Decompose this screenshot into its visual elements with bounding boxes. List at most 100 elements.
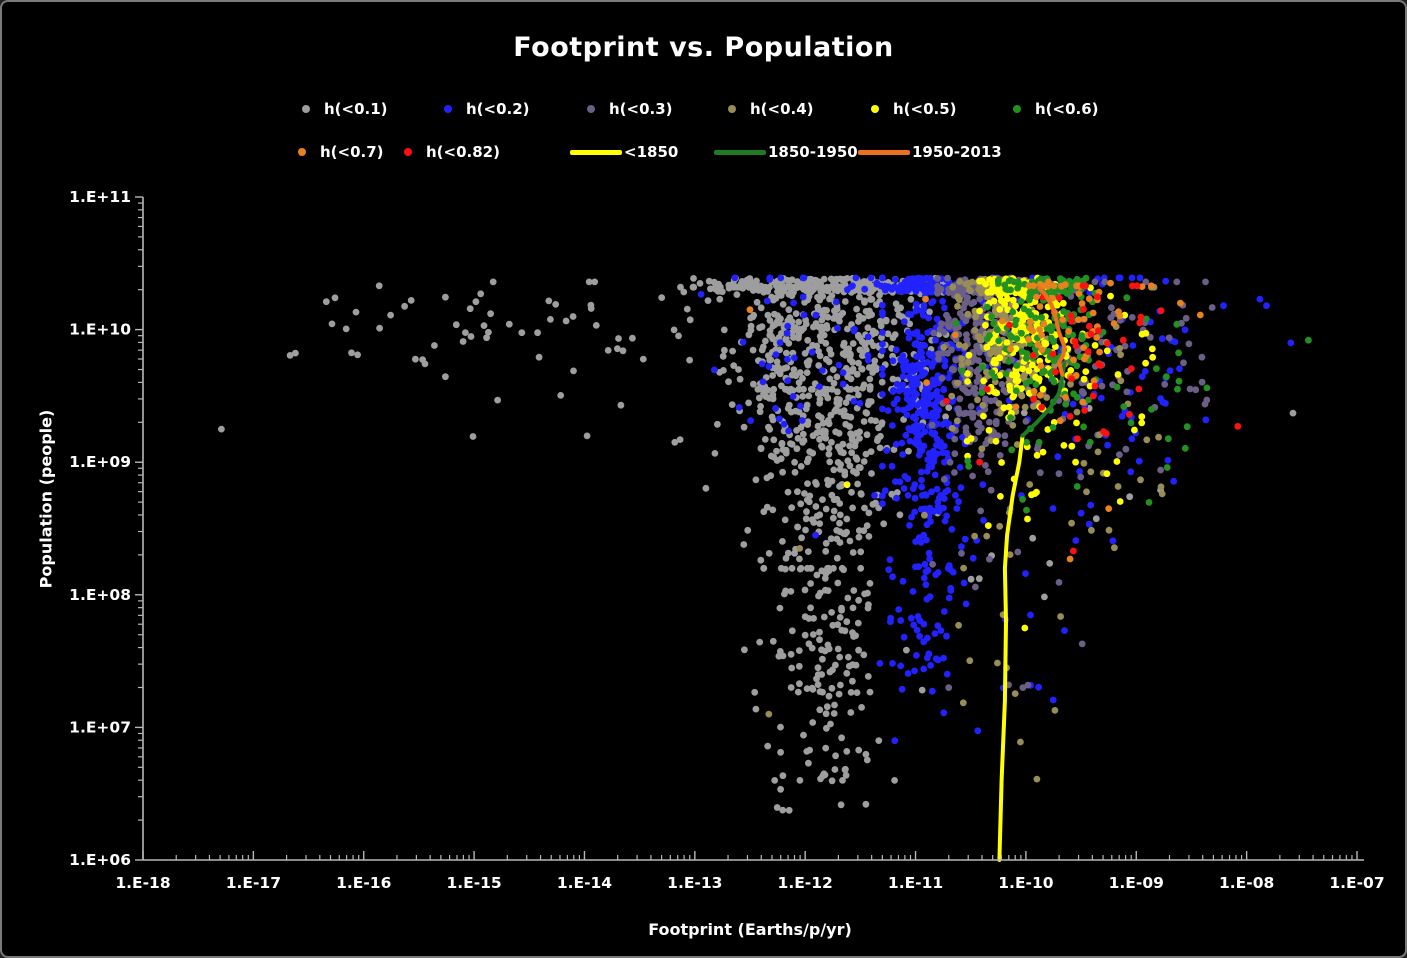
scatter-point bbox=[1006, 382, 1013, 390]
scatter-point bbox=[719, 352, 727, 360]
scatter-point bbox=[1047, 323, 1055, 331]
scatter-point bbox=[777, 564, 785, 572]
scatter-point bbox=[831, 407, 839, 415]
scatter-point bbox=[1075, 290, 1083, 297]
scatter-point bbox=[1037, 362, 1045, 370]
scatter-point bbox=[805, 392, 813, 400]
scatter-point bbox=[816, 628, 823, 636]
y-tick-label: 1.E+06 bbox=[69, 851, 131, 869]
scatter-point bbox=[1173, 320, 1181, 328]
scatter-point bbox=[826, 668, 834, 676]
scatter-point bbox=[832, 276, 840, 284]
scatter-point bbox=[888, 490, 896, 498]
legend: h(<0.1) h(<0.2) h(<0.3) h(<0.4) h(<0.5) h(<0.… bbox=[2, 2, 1405, 182]
scatter-point bbox=[822, 505, 830, 513]
scatter-point bbox=[1001, 432, 1009, 440]
scatter-point bbox=[1012, 377, 1020, 384]
scatter-point bbox=[901, 473, 909, 480]
scatter-point bbox=[788, 292, 796, 300]
scatter-point bbox=[746, 275, 754, 282]
scatter-point bbox=[928, 283, 936, 291]
scatter-point bbox=[1030, 387, 1038, 395]
scatter-point bbox=[1008, 446, 1016, 454]
scatter-point bbox=[671, 438, 679, 446]
scatter-point bbox=[983, 532, 991, 540]
scatter-point bbox=[1012, 387, 1020, 395]
scatter-point bbox=[1052, 368, 1059, 376]
legend-item: 1850-1950 bbox=[714, 141, 858, 163]
scatter-point bbox=[801, 586, 809, 594]
scatter-point bbox=[1043, 394, 1051, 401]
scatter-point bbox=[949, 365, 956, 373]
scatter-point bbox=[864, 333, 872, 341]
scatter-point bbox=[853, 305, 860, 313]
scatter-point bbox=[965, 389, 973, 396]
scatter-point bbox=[822, 570, 830, 577]
scatter-point bbox=[983, 368, 990, 376]
scatter-point bbox=[934, 420, 941, 428]
scatter-point bbox=[913, 652, 920, 659]
scatter-point bbox=[1022, 570, 1029, 577]
scatter-point bbox=[1078, 300, 1086, 307]
scatter-point bbox=[879, 365, 886, 372]
scatter-point bbox=[1196, 311, 1204, 319]
scatter-point bbox=[1103, 347, 1111, 355]
scatter-point bbox=[815, 306, 822, 314]
scatter-point bbox=[1000, 404, 1008, 412]
scatter-point bbox=[832, 298, 840, 306]
scatter-point bbox=[1005, 403, 1013, 411]
scatter-point bbox=[953, 319, 960, 327]
scatter-point bbox=[1142, 329, 1150, 337]
scatter-point bbox=[769, 506, 777, 514]
scatter-point bbox=[750, 380, 757, 388]
scatter-point bbox=[864, 324, 872, 332]
scatter-point bbox=[879, 329, 886, 336]
scatter-point bbox=[1091, 278, 1099, 286]
scatter-point bbox=[1094, 448, 1102, 456]
scatter-point bbox=[789, 323, 797, 331]
scatter-point bbox=[1142, 278, 1150, 286]
scatter-point bbox=[1120, 403, 1128, 410]
scatter-point bbox=[899, 577, 907, 585]
scatter-point bbox=[891, 777, 898, 784]
scatter-point bbox=[791, 458, 798, 466]
scatter-point bbox=[879, 274, 886, 282]
scatter-point bbox=[906, 320, 914, 328]
scatter-point bbox=[777, 785, 784, 793]
scatter-point bbox=[545, 297, 553, 305]
scatter-point bbox=[819, 367, 826, 374]
scatter-point bbox=[983, 343, 991, 351]
scatter-point bbox=[940, 709, 948, 717]
scatter-point bbox=[803, 748, 811, 755]
scatter-point bbox=[830, 496, 838, 504]
scatter-point bbox=[788, 664, 796, 672]
scatter-point bbox=[955, 621, 962, 629]
scatter-point bbox=[798, 534, 805, 542]
legend-item-label: h(<0.2) bbox=[466, 100, 530, 118]
scatter-point bbox=[1157, 466, 1164, 474]
scatter-point bbox=[890, 283, 898, 291]
scatter-point bbox=[785, 401, 793, 409]
scatter-point bbox=[884, 407, 892, 414]
scatter-point bbox=[1153, 365, 1160, 372]
scatter-point bbox=[840, 339, 848, 347]
x-tick-label: 1.E-14 bbox=[557, 874, 612, 892]
scatter-point bbox=[841, 298, 849, 305]
scatter-point bbox=[835, 690, 843, 698]
scatter-point bbox=[891, 276, 899, 283]
scatter-point bbox=[1014, 548, 1022, 556]
scatter-point bbox=[849, 340, 857, 347]
scatter-point bbox=[792, 310, 800, 317]
scatter-point bbox=[976, 458, 983, 466]
scatter-point bbox=[1085, 520, 1093, 528]
scatter-point bbox=[821, 771, 829, 779]
legend-item: h(<0.5) bbox=[871, 98, 957, 120]
scatter-point bbox=[866, 375, 874, 383]
scatter-point bbox=[845, 385, 853, 393]
scatter-point bbox=[1079, 398, 1086, 406]
scatter-point bbox=[976, 348, 983, 356]
scatter-point bbox=[928, 459, 936, 467]
scatter-point bbox=[897, 617, 905, 624]
scatter-point bbox=[888, 462, 896, 470]
scatter-point bbox=[982, 396, 989, 404]
